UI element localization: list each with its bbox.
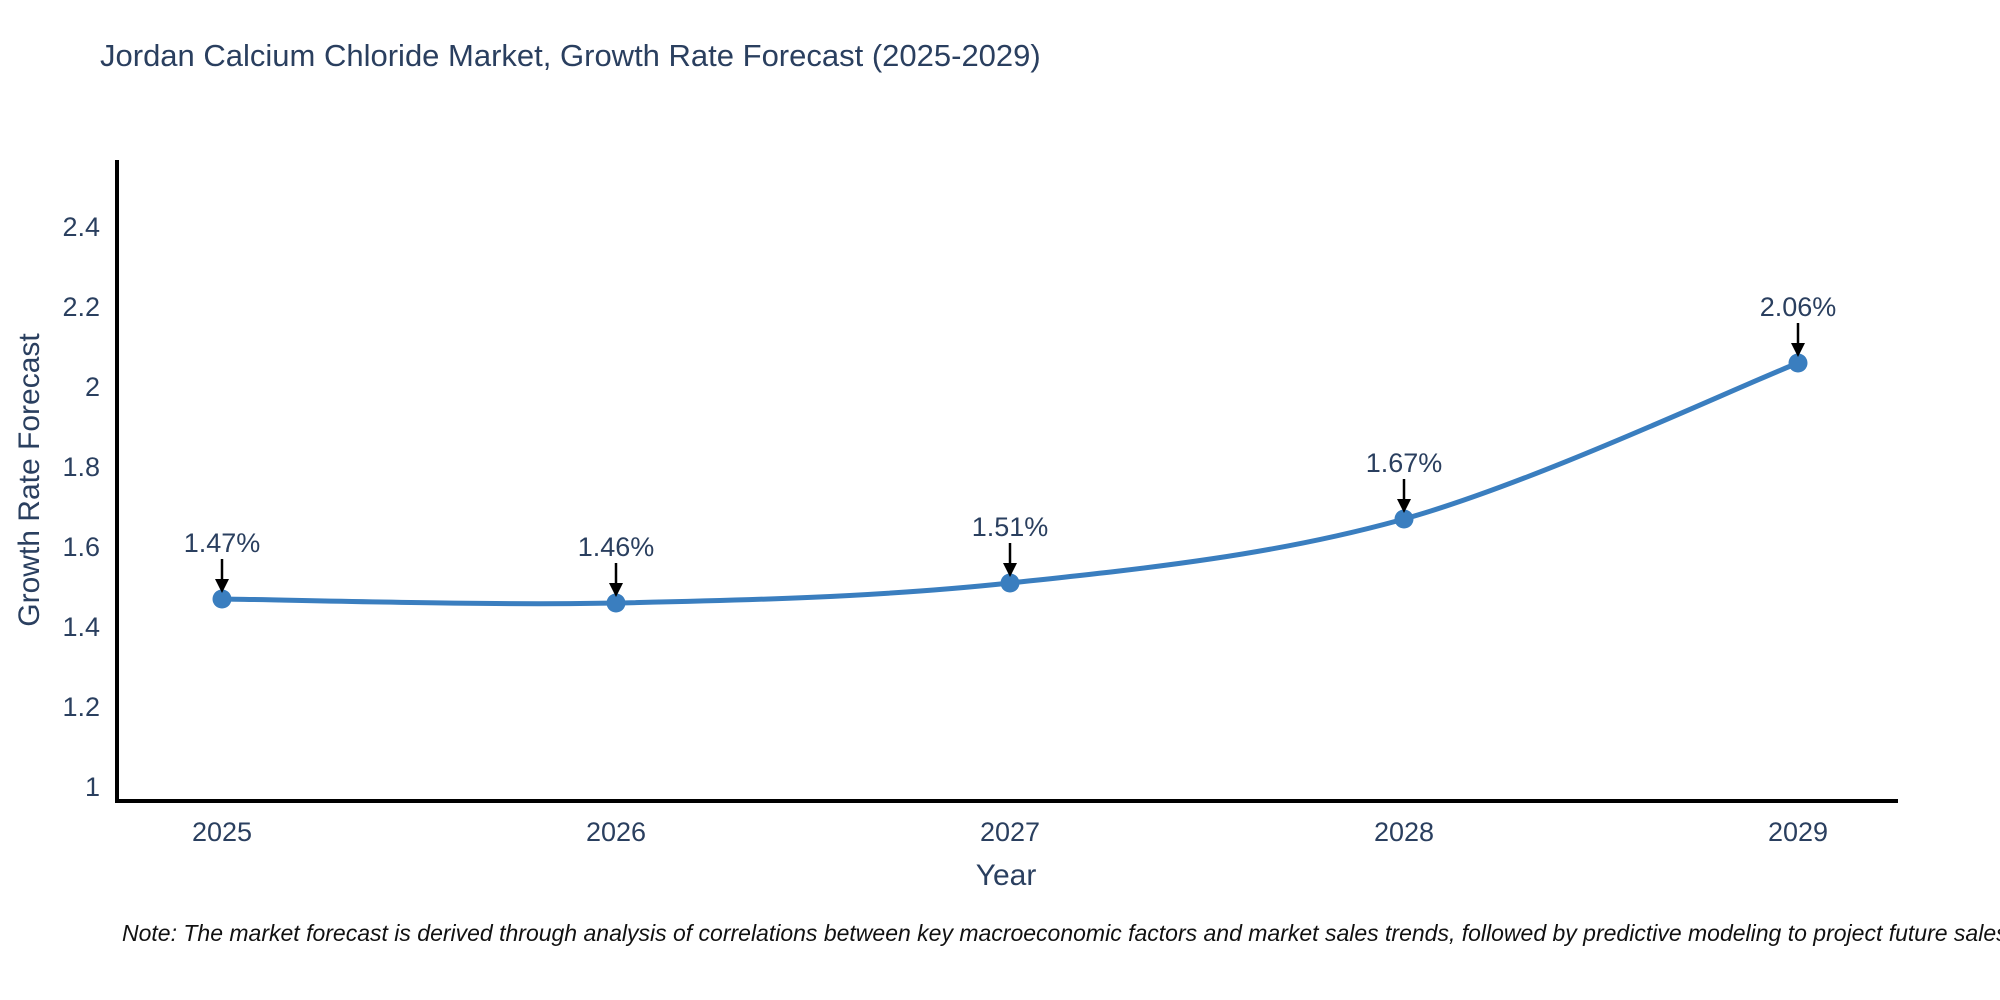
x-axis-title: Year	[975, 859, 1037, 892]
x-tick-label: 2025	[192, 817, 252, 847]
y-tick-label: 1	[85, 772, 100, 802]
y-tick-label: 2.2	[62, 292, 100, 322]
annotation-label: 1.51%	[972, 512, 1049, 542]
annotation-arrowhead	[1397, 499, 1411, 513]
y-tick-label: 1.6	[62, 532, 100, 562]
data-point	[212, 589, 232, 609]
x-tick-label: 2026	[586, 817, 646, 847]
footnote: Note: The market forecast is derived thr…	[122, 920, 2000, 946]
data-point	[1394, 509, 1414, 529]
y-tick-label: 2	[85, 372, 100, 402]
x-tick-label: 2027	[980, 817, 1040, 847]
annotation-label: 2.06%	[1760, 292, 1837, 322]
y-tick-label: 1.4	[62, 612, 100, 642]
annotation-arrowhead	[609, 583, 623, 597]
y-axis-title: Growth Rate Forecast	[13, 333, 46, 627]
annotation-label: 1.47%	[184, 528, 261, 558]
data-point	[1788, 353, 1808, 373]
annotation-label: 1.67%	[1366, 448, 1443, 478]
data-point	[1000, 573, 1020, 593]
x-tick-label: 2029	[1768, 817, 1828, 847]
chart-title: Jordan Calcium Chloride Market, Growth R…	[100, 38, 1041, 73]
y-tick-label: 1.2	[62, 692, 100, 722]
data-point	[606, 593, 626, 613]
y-tick-label: 2.4	[62, 212, 100, 242]
annotation-label: 1.46%	[578, 532, 655, 562]
annotation-arrowhead	[215, 579, 229, 593]
x-tick-label: 2028	[1374, 817, 1434, 847]
y-tick-label: 1.8	[62, 452, 100, 482]
annotation-arrowhead	[1003, 563, 1017, 577]
annotation-arrowhead	[1791, 343, 1805, 357]
axis-lines	[115, 160, 1898, 803]
